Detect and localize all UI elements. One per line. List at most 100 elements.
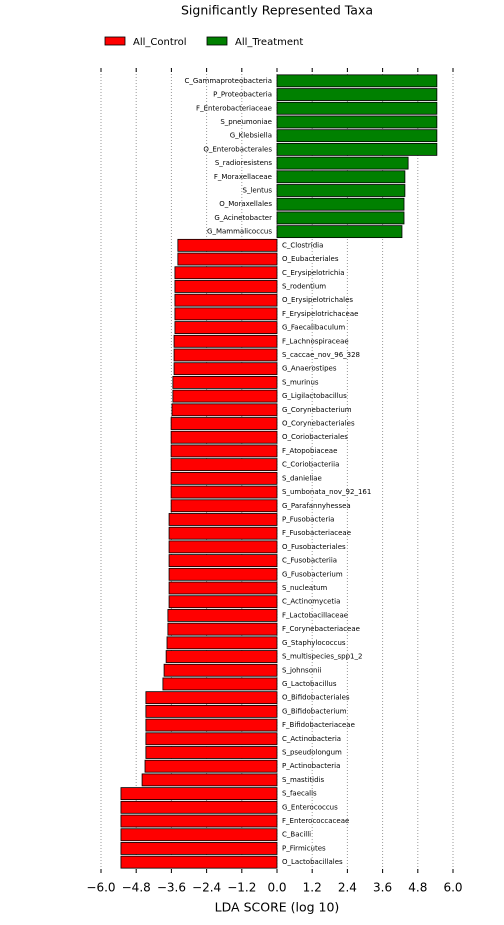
category-label: S_faecalis	[282, 790, 317, 798]
category-label: S_murinus	[282, 378, 319, 386]
category-label: G_Anaerostipes	[282, 365, 337, 373]
category-label: C_Bacilli	[282, 831, 311, 839]
category-label: S_lentus	[243, 187, 273, 195]
bar	[177, 238, 278, 252]
bar	[173, 362, 278, 376]
category-label: O_Erysipelotrichales	[282, 296, 353, 304]
category-label: C_Erysipelotrichia	[282, 269, 345, 277]
bar	[145, 691, 278, 705]
category-label: G_Klebsiella	[230, 132, 272, 140]
bar	[145, 718, 278, 732]
bar	[141, 773, 278, 787]
bar	[174, 307, 278, 321]
chart-title: Significantly Represented Taxa	[181, 3, 373, 18]
bar	[168, 567, 278, 581]
bar	[170, 417, 278, 430]
category-label: G_Enterococcus	[282, 803, 338, 811]
bar	[168, 595, 278, 609]
category-label: F_Moraxellaceae	[214, 173, 272, 181]
x-tick-label: −4.8	[122, 881, 151, 895]
bar	[120, 814, 278, 828]
bar	[276, 115, 438, 129]
bar	[168, 581, 278, 595]
category-label: G_Corynebacterium	[282, 406, 352, 414]
category-label: F_Lactobacillaceae	[282, 611, 348, 619]
legend-label: All_Control	[133, 37, 187, 48]
category-label: S_multispecies_spp1_2	[282, 653, 362, 661]
bar	[171, 403, 278, 417]
category-label: G_Parafannyhessea	[282, 502, 351, 510]
category-label: O_Fusobacteriales	[282, 543, 346, 551]
bar	[276, 225, 403, 239]
category-label: O_Corynebacteriales	[282, 420, 355, 428]
x-tick-label: 1.2	[303, 881, 322, 895]
category-label: C_Actinobacteria	[282, 735, 341, 743]
category-label: S_pneumoniae	[220, 118, 272, 126]
bar	[144, 759, 278, 773]
bar	[120, 855, 278, 869]
bar	[167, 622, 278, 636]
bar	[174, 280, 278, 293]
category-label: S_danieliae	[282, 474, 322, 482]
category-label: S_johnsonii	[282, 666, 321, 674]
bar	[166, 636, 278, 650]
bar	[168, 526, 278, 540]
bar	[276, 88, 438, 101]
bar	[276, 156, 409, 170]
bar	[170, 430, 278, 444]
bar	[170, 499, 278, 513]
x-tick-label: −2.4	[192, 881, 221, 895]
legend-swatch	[104, 36, 126, 46]
category-label: C_Actinomycetia	[282, 598, 340, 606]
bar	[276, 129, 438, 143]
bar	[170, 485, 278, 499]
bar	[120, 828, 278, 842]
x-tick-label: −6.0	[86, 881, 115, 895]
category-label: S_mastitidis	[282, 776, 324, 784]
bar	[120, 800, 278, 814]
x-axis-label: LDA SCORE (log 10)	[215, 900, 340, 915]
x-tick-label: 3.6	[373, 881, 392, 895]
category-label: F_Lachnospiraceae	[282, 337, 349, 345]
bar	[163, 663, 278, 677]
bar	[276, 211, 405, 225]
bar	[167, 609, 278, 622]
category-label: F_Atopobiaceae	[282, 447, 337, 455]
bar	[165, 650, 278, 663]
bar	[145, 732, 278, 746]
bar	[174, 293, 278, 307]
category-label: G_Mammalicoccus	[207, 228, 272, 236]
bar	[172, 376, 278, 389]
bar	[170, 444, 278, 458]
category-label: P_Proteobacteria	[213, 91, 272, 99]
category-label: P_Fusobacteria	[282, 515, 334, 523]
bar	[177, 252, 278, 266]
x-tick-label: −3.6	[157, 881, 186, 895]
category-label: G_Lactobacillus	[282, 680, 337, 688]
bar	[276, 74, 438, 88]
category-label: G_Fusobacterium	[282, 570, 343, 578]
x-tick-label: 6.0	[443, 881, 462, 895]
category-label: O_Bifidobacteriales	[282, 694, 350, 702]
category-label: C_Coriobacteriia	[282, 461, 339, 469]
category-label: F_Enterobacteriaceae	[196, 104, 272, 112]
category-label: P_Actinobacteria	[282, 762, 340, 770]
category-label: S_rodentium	[282, 282, 326, 290]
bar	[145, 746, 278, 759]
category-label: O_Lactobacillales	[282, 858, 343, 866]
bar	[168, 554, 278, 567]
category-label: C_Clostridia	[282, 241, 323, 249]
legend-label: All_Treatment	[235, 37, 303, 48]
category-label: O_Enterobacterales	[203, 145, 272, 153]
category-label: S_umbonata_nov_92_161	[282, 488, 371, 496]
category-label: F_Fusobacteriaceae	[282, 529, 351, 537]
category-label: S_pseudolongum	[282, 748, 342, 756]
category-label: S_nucleatum	[282, 584, 327, 592]
bar	[276, 142, 438, 156]
bar	[174, 321, 278, 334]
category-label: O_Eubacteriales	[282, 255, 339, 263]
category-label: F_Bifidobacteriaceae	[282, 721, 355, 729]
bar	[276, 184, 406, 197]
bar	[120, 842, 278, 855]
bar	[276, 170, 406, 184]
